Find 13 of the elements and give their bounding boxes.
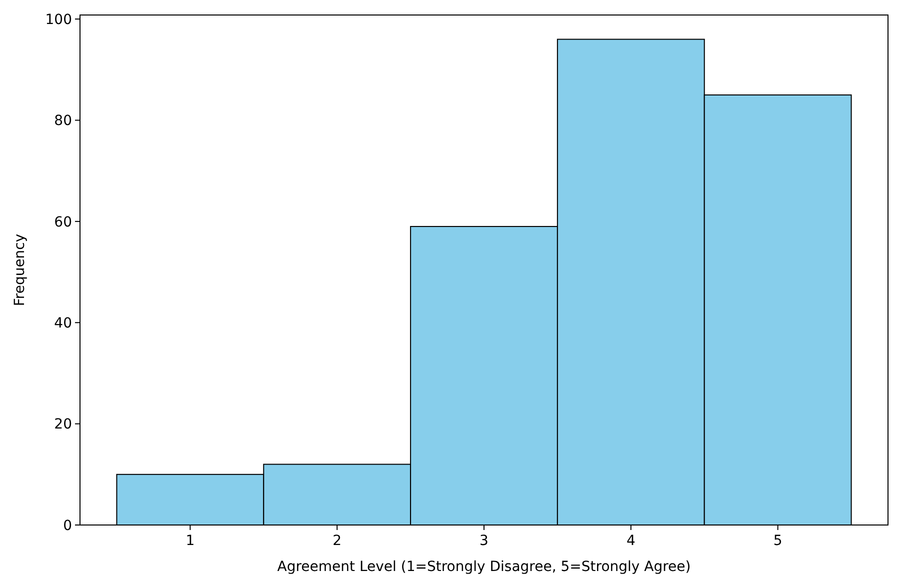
y-tick-label: 60	[54, 214, 72, 230]
x-tick-label: 4	[626, 533, 636, 549]
y-tick-label: 40	[54, 316, 72, 332]
y-tick-label: 20	[54, 416, 72, 433]
x-axis-title: Agreement Level (1=Strongly Disagree, 5=Strongly Agree)	[277, 559, 691, 575]
x-tick-label: 2	[332, 533, 342, 549]
y-axis-title: Frequency	[12, 234, 28, 306]
y-tick-label: 80	[54, 113, 72, 130]
y-tick-label: 0	[63, 518, 72, 534]
x-tick-label: 3	[480, 533, 488, 549]
x-tick-label: 5	[773, 533, 782, 549]
x-tick-label: 1	[186, 533, 195, 549]
y-tick-label: 100	[45, 12, 72, 28]
